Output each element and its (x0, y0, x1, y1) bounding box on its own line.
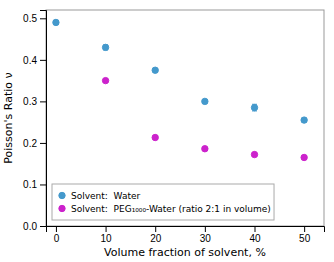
legend-label: Solvent: Water (71, 191, 140, 201)
error-bar (103, 45, 108, 50)
point (301, 117, 307, 123)
y-tick-label: 0.5 (23, 13, 37, 24)
x-axis-line (47, 227, 325, 233)
x-tick-mark (56, 226, 57, 232)
chart: 0 10 20 30 40 50 0.0 0.1 0.2 0.3 0.4 0.5 Solvent: Wa… (0, 0, 334, 262)
y-axis-line (40, 11, 47, 227)
legend-marker (59, 192, 65, 198)
y-tick: 0.1 (23, 179, 46, 190)
y-tick-label: 0.2 (23, 138, 37, 149)
y-tick-mark (40, 184, 46, 185)
legend-box (52, 184, 274, 220)
y-tick-mark (40, 60, 46, 61)
y-axis: 0.0 0.1 0.2 0.3 0.4 0.5 (23, 11, 46, 232)
point (202, 98, 208, 104)
y-tick: 0.4 (23, 55, 46, 66)
x-tick-label: 50 (299, 233, 311, 244)
x-tick: 0 (54, 226, 60, 244)
legend-label: Solvent: PEG₁₀₀₀-Water (ratio 2:1 in vol… (71, 204, 271, 214)
point (102, 44, 108, 50)
y-tick-label: 0.1 (23, 179, 37, 190)
x-tick-label: 40 (249, 233, 261, 244)
x-tick-label: 0 (54, 233, 60, 244)
x-tick: 40 (249, 226, 261, 244)
legend: Solvent: Water Solvent: PEG₁₀₀₀-Water (ra… (52, 184, 274, 220)
x-tick: 50 (299, 226, 311, 244)
x-tick-mark (304, 226, 305, 232)
series (53, 19, 308, 123)
x-tick-mark (255, 226, 256, 232)
point (102, 77, 108, 83)
legend-entry: Solvent: PEG₁₀₀₀-Water (ratio 2:1 in vol… (59, 204, 271, 214)
series (102, 77, 307, 160)
y-tick-label: 0.3 (23, 96, 37, 107)
plot: 0 10 20 30 40 50 0.0 0.1 0.2 0.3 0.4 0.5 Solvent: Wa… (23, 10, 324, 244)
y-tick-mark (40, 226, 46, 227)
x-axis: 0 10 20 30 40 50 (47, 226, 325, 244)
legend-marker (59, 205, 65, 211)
point (251, 151, 257, 157)
y-tick: 0.3 (23, 96, 46, 107)
x-tick: 30 (200, 226, 212, 244)
x-tick-mark (155, 226, 156, 232)
x-tick-label: 30 (200, 233, 212, 244)
x-tick-mark (106, 226, 107, 232)
x-tick-label: 20 (150, 233, 162, 244)
x-tick: 10 (101, 226, 113, 244)
x-axis-title: Volume fraction of solvent, % (104, 246, 266, 259)
x-tick: 20 (150, 226, 162, 244)
marks (53, 19, 308, 160)
y-tick: 0.0 (23, 221, 46, 232)
y-tick: 0.2 (23, 138, 46, 149)
x-tick-label: 10 (101, 233, 113, 244)
y-tick-mark (40, 101, 46, 102)
point (152, 67, 158, 73)
point (53, 19, 59, 25)
error-bar (252, 104, 257, 111)
point (251, 104, 257, 110)
y-axis-title: Poisson's Ratio ν (2, 72, 15, 163)
legend-entry: Solvent: Water (59, 191, 141, 201)
x-tick-mark (205, 226, 206, 232)
y-tick: 0.5 (23, 13, 46, 24)
y-tick-label: 0.0 (23, 221, 37, 232)
plot-frame (46, 10, 324, 226)
y-tick-mark (40, 143, 46, 144)
point (202, 146, 208, 152)
y-tick-mark (40, 18, 46, 19)
point (301, 154, 307, 160)
y-tick-label: 0.4 (23, 55, 37, 66)
point (152, 134, 158, 140)
